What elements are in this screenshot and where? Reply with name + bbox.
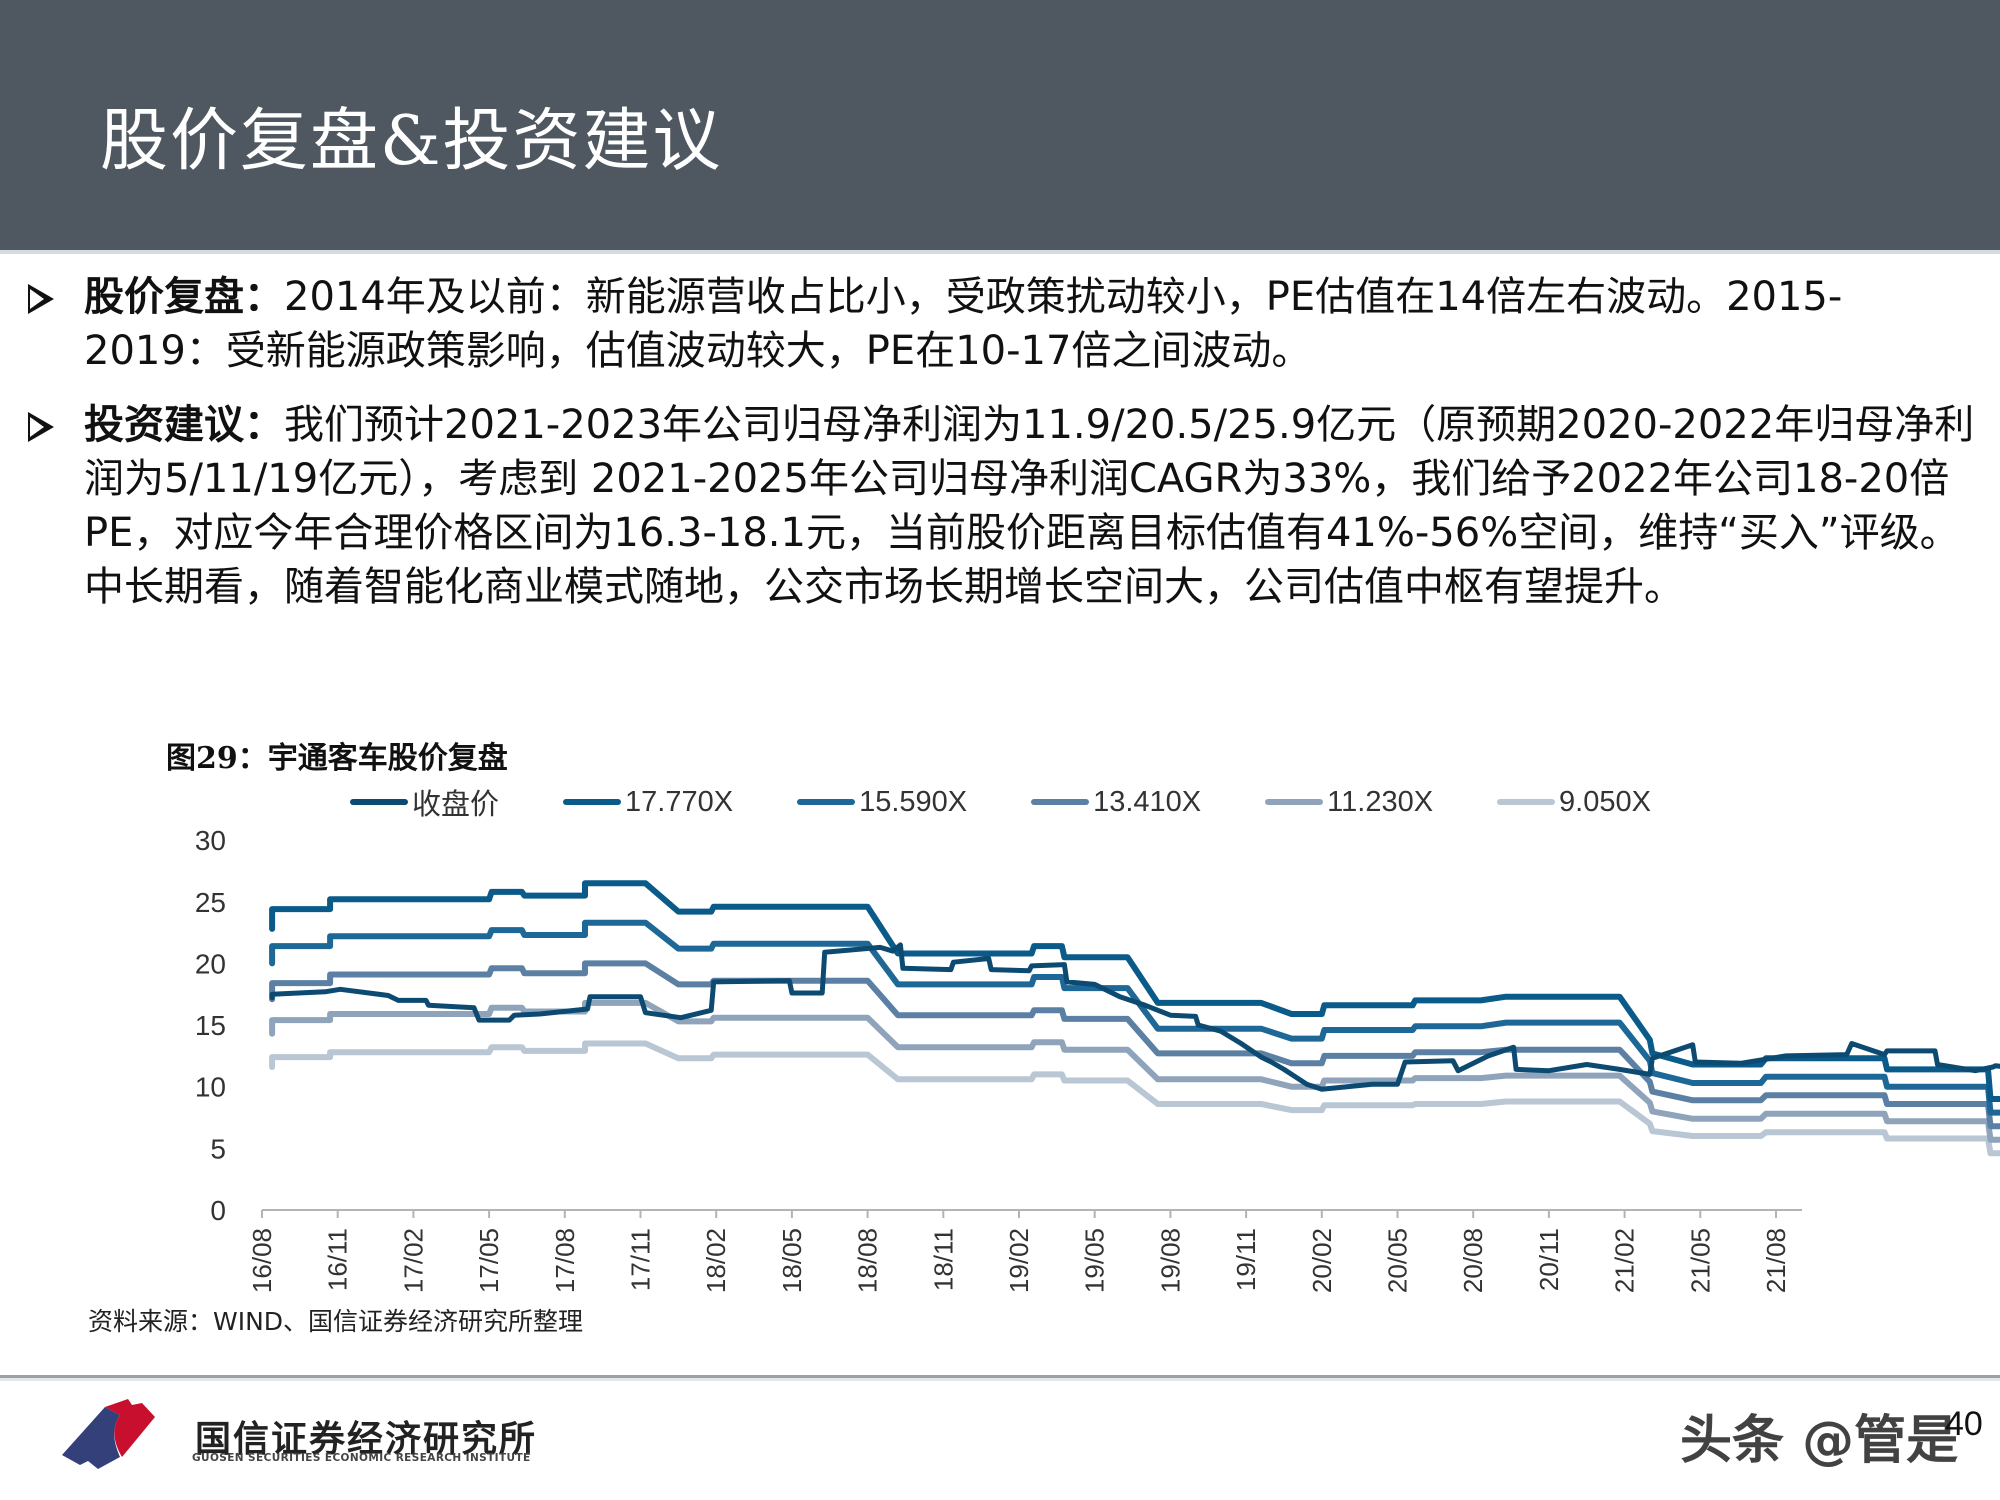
page-title: 股价复盘&投资建议 (100, 102, 723, 181)
series-line (269, 1040, 2000, 1157)
legend-label: 13.410X (1093, 785, 1202, 818)
legend-label: 收盘价 (412, 789, 500, 821)
legend-swatch-icon (563, 799, 622, 805)
x-tick-label: 17/02 (398, 1228, 428, 1293)
bullet-text: 我们预计2021-2023年公司归母净利润为11.9/20.5/25.9亿元（原… (84, 402, 1975, 610)
y-tick-label: 0 (210, 1195, 226, 1226)
series-line (269, 942, 2000, 1092)
series-line (269, 960, 2000, 1130)
x-tick-label: 18/08 (853, 1228, 883, 1293)
legend-swatch-icon (1265, 799, 1324, 805)
legend-label: 15.590X (859, 785, 968, 818)
bullet-label: 投资建议： (84, 401, 284, 448)
legend-item: 11.230X (1265, 786, 1433, 819)
legend-item: 13.410X (1031, 786, 1201, 819)
x-tick-label: 21/02 (1610, 1228, 1640, 1293)
page-number: 40 (1945, 1405, 1983, 1443)
x-tick-label: 20/02 (1307, 1228, 1337, 1293)
x-tick-label: 20/08 (1458, 1228, 1488, 1293)
source-note: 资料来源：WIND、国信证券经济研究所整理 (88, 1307, 584, 1336)
legend-item: 9.050X (1497, 786, 1651, 819)
x-tick-label: 19/08 (1155, 1228, 1185, 1293)
x-tick-label: 19/02 (1004, 1228, 1034, 1293)
bullet-investment-advice: 投资建议：我们预计2021-2023年公司归母净利润为11.9/20.5/25.… (22, 398, 1982, 614)
guosen-logo-icon (62, 1399, 155, 1469)
x-tick-label: 17/08 (550, 1228, 580, 1293)
legend-label: 11.230X (1327, 785, 1434, 818)
watermark: 头条 @管是 (1680, 1411, 1959, 1471)
x-tick-label: 19/11 (1231, 1228, 1261, 1291)
x-tick-label: 19/05 (1080, 1228, 1110, 1293)
legend-swatch-icon (350, 799, 408, 805)
series-line (269, 880, 2000, 1102)
footer-divider (0, 1375, 2000, 1378)
bullet-price-review: 股价复盘：2014年及以前：新能源营收占比小，受政策扰动较小，PE估值在14倍左… (22, 270, 1982, 378)
legend-label: 9.050X (1559, 785, 1651, 818)
y-tick-label: 20 (195, 948, 226, 979)
legend-swatch-icon (1031, 799, 1090, 805)
x-tick-label: 18/02 (701, 1228, 731, 1293)
series-line (269, 919, 2000, 1116)
x-tick-label: 17/05 (474, 1228, 504, 1293)
bullet-label: 股价复盘： (84, 273, 284, 320)
legend-item: 17.770X (563, 786, 733, 819)
x-tick-label: 18/05 (777, 1228, 807, 1293)
x-tick-label: 21/08 (1761, 1228, 1791, 1293)
x-tick-label: 16/11 (323, 1228, 353, 1291)
y-tick-label: 5 (210, 1133, 226, 1164)
x-tick-label: 16/08 (247, 1228, 277, 1293)
chart-legend: 收盘价 17.770X 15.590X 13.410X 11.230X 9.050X (350, 782, 1715, 822)
slide-header: 股价复盘&投资建议 (0, 0, 2000, 250)
footer-divider-shadow (0, 1378, 2000, 1381)
bullet-arrow-icon (28, 284, 54, 314)
figure-title: 图29：宇通客车股价复盘 (166, 741, 508, 776)
bullet-text: 2014年及以前：新能源营收占比小，受政策扰动较小，PE估值在14倍左右波动。2… (84, 274, 1843, 374)
legend-label: 17.770X (625, 785, 734, 818)
x-tick-label: 21/05 (1685, 1228, 1715, 1293)
y-tick-label: 30 (195, 825, 226, 856)
legend-swatch-icon (1497, 799, 1556, 805)
x-tick-label: 18/11 (928, 1228, 958, 1291)
legend-swatch-icon (797, 799, 856, 805)
y-tick-label: 10 (195, 1072, 226, 1103)
bullet-list: 股价复盘：2014年及以前：新能源营收占比小，受政策扰动较小，PE估值在14倍左… (22, 270, 1982, 634)
y-tick-label: 15 (195, 1010, 226, 1041)
legend-item: 收盘价 (350, 781, 499, 823)
x-tick-label: 20/11 (1534, 1228, 1564, 1291)
x-tick-label: 17/11 (626, 1228, 656, 1291)
logo-text-en: GUOSEN SECURITIES ECONOMIC RESEARCH INST… (192, 1452, 531, 1464)
x-tick-label: 20/05 (1383, 1228, 1413, 1293)
y-tick-label: 25 (195, 887, 226, 918)
header-divider (0, 250, 2000, 254)
logo-text-cn: 国信证券经济研究所 (195, 1419, 538, 1460)
legend-item: 15.590X (797, 786, 967, 819)
bullet-arrow-icon (28, 412, 54, 442)
